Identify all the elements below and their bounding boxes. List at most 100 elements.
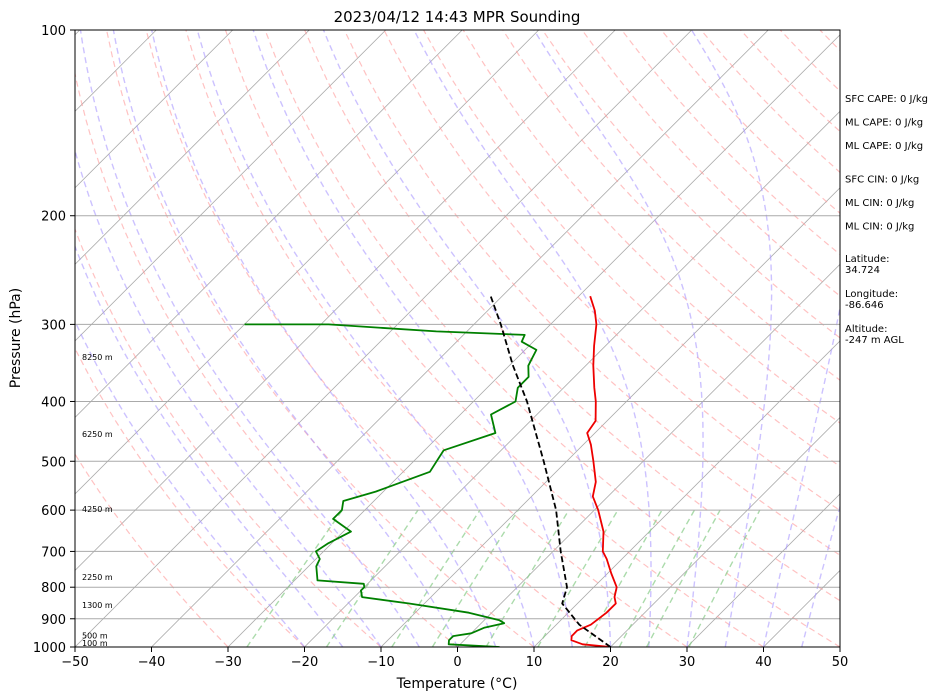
dry-adiabat-line <box>145 30 611 647</box>
dry-adiabat-line <box>423 30 840 468</box>
longitude-value: -86.646 <box>845 300 884 311</box>
isotherm-line <box>75 30 540 495</box>
moist-adiabat-line <box>691 30 773 647</box>
dry-adiabat-line <box>75 347 305 647</box>
dry-adiabat-line <box>75 70 458 647</box>
isotherm-line <box>151 30 769 647</box>
altitude-label: Altitude: <box>845 324 887 335</box>
x-tick-label: 40 <box>755 655 772 670</box>
isotherm-line <box>0 30 3 647</box>
latitude-label: Latitude: <box>845 254 890 265</box>
x-tick-label: −50 <box>61 655 88 670</box>
moist-adiabat-line <box>75 244 344 647</box>
dry-adiabat-line <box>224 30 764 647</box>
dry-adiabat-line <box>185 30 688 647</box>
moist-adiabat-line <box>151 30 497 647</box>
y-tick-label: 100 <box>41 24 66 39</box>
mixing-ratio-line <box>246 509 343 647</box>
x-tick-label: −30 <box>214 655 241 670</box>
index-value: ML CAPE: 0 J/kg <box>845 141 923 152</box>
y-tick-label: 1000 <box>33 641 66 656</box>
plot-frame <box>74 29 841 648</box>
mixing-ratio-line <box>645 509 721 647</box>
x-axis-title: Temperature (°C) <box>396 676 518 692</box>
x-tick-label: 10 <box>526 655 543 670</box>
side-panel: SFC CAPE: 0 J/kg ML CAPE: 0 J/kg ML CAPE: … <box>845 94 928 346</box>
pressure-gridlines <box>75 30 840 647</box>
isotherm-line <box>610 416 840 647</box>
index-value: ML CIN: 0 J/kg <box>845 198 914 209</box>
x-tick-label: 30 <box>679 655 696 670</box>
isotherm-line <box>75 30 616 572</box>
x-tick-label: 20 <box>602 655 619 670</box>
moist-adiabat-line <box>252 30 573 647</box>
x-tick-label: −20 <box>291 655 318 670</box>
moist-adiabat-line <box>801 503 840 647</box>
moist-adiabat-line <box>75 148 382 647</box>
y-axis-ticks: 100 200 300 400 500 600 700 800 900 1000 <box>33 24 75 656</box>
longitude-label: Longitude: <box>845 289 898 300</box>
mixing-ratio-line <box>485 509 570 647</box>
isotherm-line <box>380 187 840 647</box>
moist-adiabat-line <box>533 30 704 647</box>
x-tick-label: 0 <box>453 655 461 670</box>
moist-adiabat-line <box>196 30 535 647</box>
y-tick-label: 300 <box>41 318 66 333</box>
moist-adiabat-line <box>413 30 652 647</box>
mixing-ratio-line <box>688 509 761 647</box>
dry-adiabat-line <box>106 30 535 647</box>
temperature-line <box>570 295 618 647</box>
index-value: SFC CAPE: 0 J/kg <box>845 94 928 105</box>
y-tick-label: 800 <box>41 581 66 596</box>
mixing-ratio-line <box>584 509 663 647</box>
isotherm-line <box>75 30 234 189</box>
dry-adiabat-line <box>75 227 382 647</box>
index-value: SFC CIN: 0 J/kg <box>845 175 919 186</box>
mixing-ratio-line <box>431 509 519 647</box>
isotherm-line <box>304 110 840 647</box>
latitude-value: 34.724 <box>845 265 880 276</box>
isotherm-line <box>75 30 693 647</box>
height-label: 100 m <box>82 639 108 648</box>
y-tick-label: 700 <box>41 545 66 560</box>
x-tick-label: 50 <box>832 655 849 670</box>
y-axis-title: Pressure (hPa) <box>8 288 24 388</box>
dry-adiabat-line <box>383 30 840 512</box>
height-label: 500 m <box>82 631 108 640</box>
x-axis-ticks: −50 −40 −30 −20 −10 0 10 20 30 40 50 <box>61 647 848 670</box>
height-label: 2250 m <box>82 573 113 582</box>
moist-adiabat-line <box>762 304 840 647</box>
x-tick-label: −40 <box>138 655 165 670</box>
y-tick-label: 400 <box>41 395 66 410</box>
dry-adiabat-line <box>343 30 840 556</box>
height-label: 6250 m <box>82 430 113 439</box>
isotherm-line <box>686 493 840 647</box>
moist-adiabat-line <box>112 30 459 647</box>
isotherm-line <box>75 30 463 418</box>
moist-adiabat-line <box>322 30 612 647</box>
height-label: 4250 m <box>82 505 113 514</box>
altitude-value: -247 m AGL <box>845 335 904 346</box>
background-lines <box>0 30 840 647</box>
isotherm-line <box>533 340 840 647</box>
mixing-ratio-line <box>618 509 696 647</box>
isotherm-line <box>75 30 387 342</box>
y-tick-label: 200 <box>41 210 66 225</box>
y-tick-label: 900 <box>41 613 66 628</box>
height-label: 1300 m <box>82 601 113 610</box>
height-label: 8250 m <box>82 353 113 362</box>
dewpoint-line <box>244 323 538 647</box>
index-value: ML CAPE: 0 J/kg <box>845 118 923 129</box>
y-tick-label: 500 <box>41 455 66 470</box>
isotherm-line <box>75 30 310 265</box>
parcel-line <box>489 295 612 647</box>
x-tick-label: −10 <box>367 655 394 670</box>
dry-adiabat-line <box>264 30 840 647</box>
moist-adiabat-line <box>79 30 420 647</box>
chart-title: 2023/04/12 14:43 MPR Sounding <box>334 8 581 26</box>
isotherm-line <box>227 34 840 647</box>
mixing-ratio-line <box>537 509 619 647</box>
index-value: ML CIN: 0 J/kg <box>845 222 914 233</box>
